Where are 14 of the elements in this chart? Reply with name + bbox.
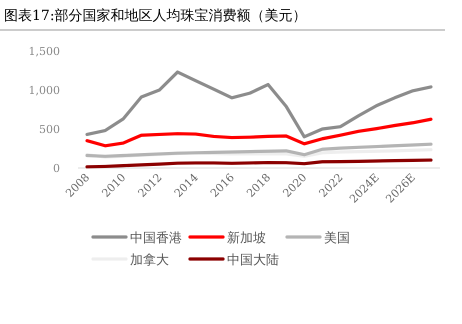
line-series [85,70,433,138]
y-tick-label: 500 [39,123,60,136]
line-series [85,118,433,148]
legend-label: 中国香港 [130,231,182,246]
y-tick-label: 1,500 [28,45,60,58]
line-series [85,142,433,158]
chart-title: 图表17:部分国家和地区人均珠宝消费额（美元） [4,8,307,24]
legend-label: 美国 [324,230,350,246]
y-tick-label: 0 [53,162,60,175]
legend-label: 加拿大 [130,253,169,268]
line-series [85,158,433,168]
y-tick-label: 1,000 [28,84,60,97]
legend-label: 新加坡 [227,231,266,246]
legend-label: 中国大陆 [227,253,279,268]
